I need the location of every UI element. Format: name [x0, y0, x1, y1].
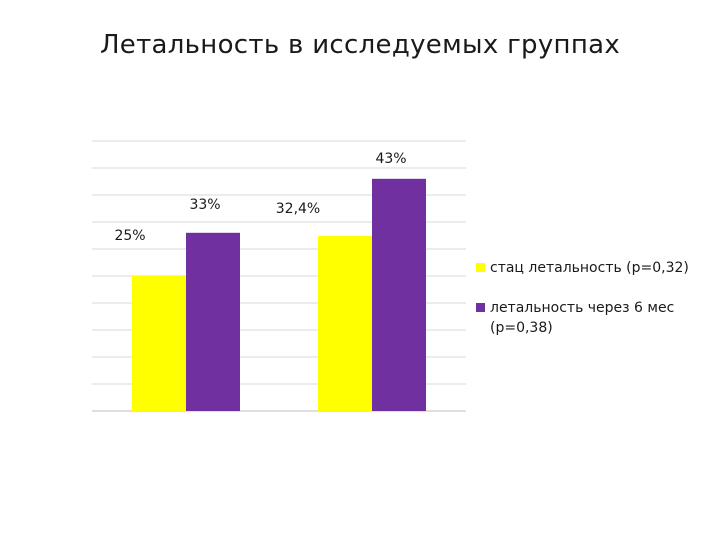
legend: стац летальность (р=0,32) летальность че…: [476, 258, 711, 338]
bar-series-2-cat-2: [372, 178, 426, 411]
data-label-series-2-cat-2: 43%: [375, 151, 406, 167]
legend-label-series-1: стац летальность (р=0,32): [490, 260, 689, 276]
legend-swatch-series-1: [476, 263, 485, 272]
legend-item-series-2: летальность через 6 мес (р=0,38): [476, 298, 711, 338]
bar-series-2-cat-1: [186, 232, 240, 411]
bar-series-1-cat-2: [318, 236, 372, 411]
bar-series-1-cat-1: [132, 276, 186, 411]
data-labels: 25% 33% 32,4% 43%: [114, 151, 406, 244]
legend-label-series-2: летальность через 6 мес (р=0,38): [490, 300, 675, 336]
legend-swatch-series-2: [476, 303, 485, 312]
data-label-series-1-cat-1: 25%: [114, 228, 145, 244]
data-label-series-1-cat-2: 32,4%: [276, 201, 320, 217]
bars: [132, 178, 426, 411]
data-label-series-2-cat-1: 33%: [189, 197, 220, 213]
legend-item-series-1: стац летальность (р=0,32): [476, 258, 711, 278]
chart-title: Летальность в исследуемых группах: [99, 30, 621, 60]
